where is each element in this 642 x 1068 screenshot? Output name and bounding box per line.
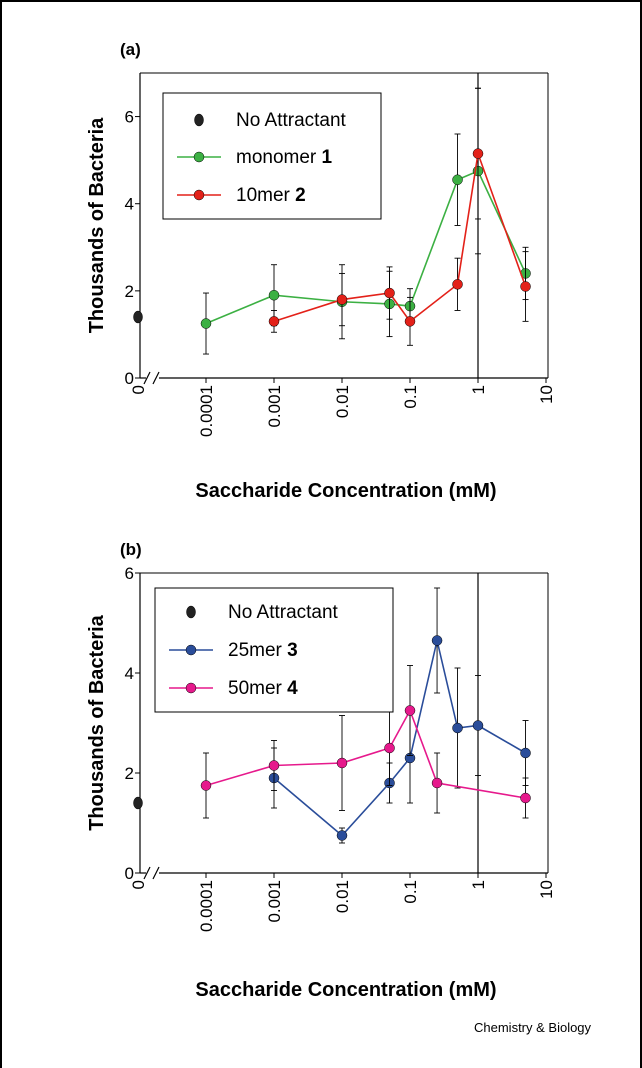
axis-break-mark xyxy=(152,866,160,880)
x-tick-label: 1 xyxy=(469,385,488,394)
x-tick-label: 0.0001 xyxy=(197,385,216,437)
panel-label: (b) xyxy=(120,540,142,559)
x-tick-label: 0.001 xyxy=(265,385,284,428)
legend-swatch-marker xyxy=(194,113,204,127)
data-point xyxy=(200,318,212,329)
legend-swatch-marker xyxy=(193,151,205,163)
chart-panel-a: (a) 0 2 4 6 0 0.0001 0.001 0.01 0.1 1 10 Thousands o… xyxy=(86,40,556,502)
data-point xyxy=(200,780,212,791)
x-tick-label: 0.001 xyxy=(265,880,284,923)
x-tick-label: 10 xyxy=(537,385,556,404)
data-point xyxy=(520,281,531,292)
data-point xyxy=(384,287,395,299)
data-point xyxy=(452,279,463,290)
axis-break-mark xyxy=(143,371,151,385)
legend-label: 25mer 3 xyxy=(228,640,298,661)
axis-break-mark xyxy=(143,866,151,880)
x-axis-title: Saccharide Concentration (mM) xyxy=(195,979,496,1001)
series-no-attractant xyxy=(133,310,143,324)
data-point xyxy=(268,316,280,327)
y-tick-label: 0 xyxy=(125,864,134,883)
x-tick-label: 0 xyxy=(129,880,148,889)
series-10mer xyxy=(268,87,531,346)
x-tick-label: 1 xyxy=(469,880,488,889)
x-tick-label: 0.1 xyxy=(401,385,420,409)
axis-break-mark xyxy=(152,371,160,385)
data-point xyxy=(268,760,280,771)
legend-label: 50mer 4 xyxy=(228,678,298,699)
x-tick-label: 0.0001 xyxy=(197,880,216,932)
data-point xyxy=(404,316,416,327)
figure-credit: Chemistry & Biology xyxy=(474,1020,592,1035)
data-point xyxy=(404,705,416,716)
data-point xyxy=(452,722,463,734)
series-no-attractant xyxy=(133,796,143,810)
y-tick-label: 2 xyxy=(125,282,134,301)
data-point xyxy=(452,174,463,185)
legend-label: 10mer 2 xyxy=(236,185,306,206)
data-point xyxy=(336,757,348,769)
y-tick-label: 2 xyxy=(125,764,134,783)
x-axis-title: Saccharide Concentration (mM) xyxy=(195,480,496,502)
legend-swatch-marker xyxy=(185,644,197,656)
x-tick-label: 0.01 xyxy=(333,385,352,418)
y-tick-label: 0 xyxy=(125,369,134,388)
y-axis-title: Thousands of Bacteria xyxy=(86,117,108,333)
legend-label: monomer 1 xyxy=(236,147,333,168)
data-point xyxy=(133,310,143,324)
panel-label: (a) xyxy=(120,40,141,59)
y-axis-title: Thousands of Bacteria xyxy=(86,614,108,830)
legend-label: No Attractant xyxy=(236,110,347,131)
x-tick-label: 0.1 xyxy=(401,880,420,904)
data-point xyxy=(336,294,348,305)
data-point xyxy=(431,777,443,789)
legend-swatch-marker xyxy=(185,682,197,694)
data-point xyxy=(520,747,531,759)
legend: No Attractant monomer 1 10mer 2 xyxy=(162,92,382,220)
legend-swatch-marker xyxy=(193,189,205,201)
data-point xyxy=(520,792,531,804)
x-tick-label: 0.01 xyxy=(333,880,352,913)
data-point xyxy=(472,720,484,731)
data-point xyxy=(472,148,484,159)
y-tick-label: 6 xyxy=(125,564,134,583)
data-point xyxy=(384,742,395,754)
x-tick-label: 0 xyxy=(129,385,148,394)
legend-swatch-marker xyxy=(186,605,196,619)
data-point xyxy=(268,289,280,301)
data-point xyxy=(431,635,443,646)
x-tick-label: 10 xyxy=(537,880,556,899)
y-tick-label: 6 xyxy=(125,108,134,127)
chart-panel-b: (b) 0 2 4 6 0 0.0001 0.001 0.01 0.1 1 10 Thousands o… xyxy=(86,540,556,1001)
legend-label: No Attractant xyxy=(228,602,339,623)
y-tick-label: 4 xyxy=(125,664,134,683)
series-50mer xyxy=(200,665,531,819)
legend: No Attractant 25mer 3 50mer 4 xyxy=(154,587,394,713)
data-point xyxy=(133,796,143,810)
y-tick-label: 4 xyxy=(125,195,134,214)
data-point xyxy=(336,830,348,841)
